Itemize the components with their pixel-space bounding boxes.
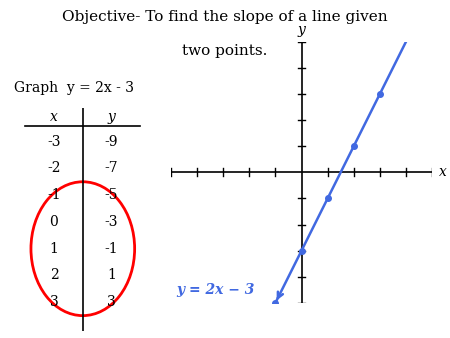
Text: 3: 3: [107, 295, 116, 309]
Text: -7: -7: [105, 161, 118, 175]
Text: y: y: [108, 110, 116, 124]
Text: Graph  y = 2x - 3: Graph y = 2x - 3: [14, 81, 134, 95]
Text: Objective- To find the slope of a line given: Objective- To find the slope of a line g…: [62, 10, 388, 24]
Text: -9: -9: [105, 135, 118, 149]
Text: 3: 3: [50, 295, 58, 309]
Text: -1: -1: [105, 242, 118, 256]
Text: 1: 1: [50, 242, 58, 256]
Text: 2: 2: [50, 268, 58, 283]
Text: 0: 0: [50, 215, 58, 229]
Text: y = 2x − 3: y = 2x − 3: [176, 283, 255, 297]
Text: -3: -3: [105, 215, 118, 229]
Text: -1: -1: [47, 188, 61, 202]
Text: two points.: two points.: [182, 44, 268, 58]
Text: -5: -5: [105, 188, 118, 202]
Text: y: y: [297, 23, 306, 37]
Text: -3: -3: [47, 135, 61, 149]
Text: x: x: [438, 165, 446, 179]
Text: 1: 1: [107, 268, 116, 283]
Text: -2: -2: [47, 161, 61, 175]
Text: x: x: [50, 110, 58, 124]
